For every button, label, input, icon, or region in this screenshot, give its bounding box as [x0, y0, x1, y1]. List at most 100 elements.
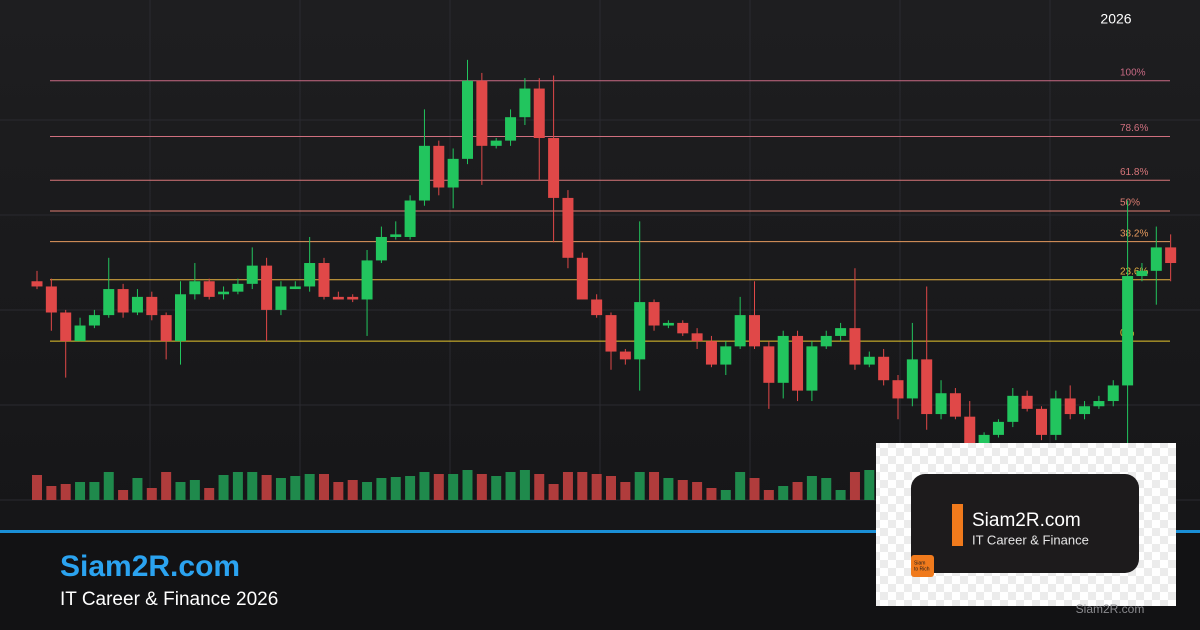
volume-bar: [232, 472, 243, 500]
candle-body: [131, 296, 143, 313]
candle-body: [734, 315, 746, 347]
volume-bar: [362, 482, 373, 500]
candle-body: [992, 421, 1004, 435]
candle-body: [433, 145, 445, 188]
volume-bar: [562, 472, 573, 500]
volume-bar: [146, 488, 157, 500]
volume-bar: [46, 486, 57, 500]
candle-body: [677, 322, 689, 334]
candle-body: [1093, 401, 1105, 407]
badge: Siam2R.com IT Career & Finance Siam to R…: [876, 443, 1176, 606]
watermark: Siam2R.com: [1076, 602, 1145, 616]
volume-bar: [577, 472, 588, 500]
volume-bar: [405, 476, 416, 500]
fib-label: 61.8%: [1120, 167, 1148, 178]
volume-bar: [103, 472, 114, 500]
volume-bar: [118, 490, 129, 500]
volume-bar: [290, 476, 301, 500]
candle-body: [576, 257, 588, 300]
candle-body: [275, 286, 287, 310]
candle-body: [505, 117, 517, 141]
volume-bar: [720, 490, 731, 500]
candle-body: [261, 265, 273, 310]
volume-bar: [218, 475, 229, 500]
volume-bar: [706, 488, 717, 500]
badge-card: [911, 474, 1139, 573]
volume-bar: [806, 476, 817, 500]
candle-body: [31, 281, 43, 287]
volume-bar: [677, 480, 688, 500]
brand-subtitle: IT Career & Finance 2026: [60, 589, 278, 610]
candle-body: [591, 299, 603, 316]
candle-body: [921, 359, 933, 415]
candle-body: [533, 88, 545, 139]
volume-bar: [376, 478, 387, 500]
volume-bar: [462, 470, 473, 500]
volume-bar: [519, 470, 530, 500]
volume-bar: [548, 484, 559, 500]
volume-bar: [634, 472, 645, 500]
volume-bar: [32, 475, 42, 500]
volume-bar: [749, 478, 760, 500]
badge-icon-text: to Rich: [914, 566, 930, 572]
candle-body: [175, 294, 186, 342]
candle-body: [103, 289, 115, 316]
volume-bar: [476, 474, 487, 500]
volume-bar: [606, 476, 616, 500]
candle-body: [835, 328, 847, 336]
volume-bar: [778, 486, 789, 500]
volume-bar: [835, 490, 846, 500]
candle-body: [447, 158, 459, 188]
volume-bar: [620, 482, 631, 500]
fib-label: 78.6%: [1120, 123, 1148, 134]
candle-body: [203, 281, 215, 297]
candle-body: [476, 80, 488, 146]
volume-bar: [261, 475, 272, 500]
badge-icon-text: Siam: [914, 560, 925, 566]
volume-bar: [591, 474, 602, 500]
candle-body: [705, 341, 717, 365]
candle-body: [1007, 395, 1019, 422]
candle-body: [1165, 247, 1177, 264]
candle-body: [60, 312, 72, 342]
candle-body: [45, 286, 57, 313]
candle-body: [634, 302, 646, 360]
candle-body: [1079, 406, 1091, 415]
candle-body: [648, 302, 660, 326]
volume-bar: [347, 480, 358, 500]
candle-body: [863, 356, 875, 365]
volume-bar: [534, 474, 545, 500]
fib-label: 50%: [1120, 198, 1140, 209]
volume-bar: [60, 484, 71, 500]
candle-body: [332, 296, 344, 300]
x-axis-label: 2026: [1100, 11, 1131, 27]
volume-bar: [189, 480, 200, 500]
candle-body: [1136, 270, 1148, 277]
volume-bar: [448, 474, 459, 500]
volume-bar: [204, 488, 215, 500]
volume-bar: [132, 478, 143, 500]
volume-bar: [792, 482, 803, 500]
volume-bar: [821, 478, 832, 500]
candle-body: [619, 351, 631, 360]
candle-body: [949, 393, 961, 417]
candle-body: [160, 315, 172, 342]
candle-body: [878, 356, 890, 381]
candle-body: [749, 315, 760, 347]
candle-body: [375, 236, 387, 261]
volume-bar: [175, 482, 186, 500]
volume-bar: [692, 482, 703, 500]
badge-accent: [952, 504, 963, 546]
candle-body: [519, 88, 531, 118]
candle-body: [218, 291, 230, 295]
brand-title: Siam2R.com: [60, 550, 240, 583]
volume-bar: [849, 472, 860, 500]
candle-body: [605, 315, 617, 352]
candle-body: [418, 145, 430, 201]
volume-bar: [89, 482, 100, 500]
divider: [0, 530, 1200, 533]
volume-bar: [333, 482, 344, 500]
candle-body: [720, 346, 732, 365]
volume-bar: [275, 478, 286, 500]
candle-body: [117, 289, 129, 313]
